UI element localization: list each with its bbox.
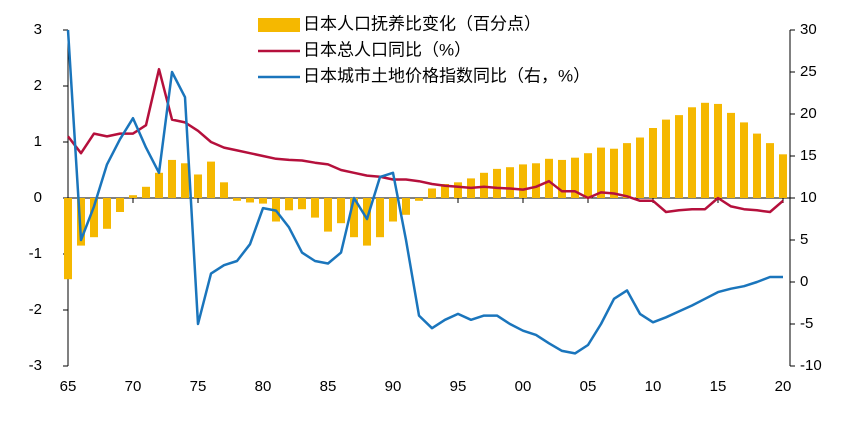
- bar: [636, 137, 644, 198]
- bar: [675, 115, 683, 198]
- x-tick-label: 90: [385, 378, 402, 395]
- bar: [142, 186, 150, 198]
- x-tick-label: 65: [60, 378, 77, 395]
- bar: [532, 163, 540, 198]
- legend-swatch: [258, 18, 300, 32]
- bar: [714, 103, 722, 198]
- bar: [701, 102, 709, 198]
- y2-tick-label: 25: [800, 63, 817, 80]
- x-tick-label: 05: [580, 378, 597, 395]
- bar: [207, 161, 215, 198]
- bar: [441, 184, 449, 198]
- bar: [311, 198, 319, 218]
- bar: [649, 128, 657, 198]
- bar: [285, 198, 293, 211]
- bar: [753, 133, 761, 198]
- x-tick-label: 95: [450, 378, 467, 395]
- bar: [129, 195, 137, 198]
- y2-tick-label: 30: [800, 21, 817, 38]
- bar: [610, 148, 618, 198]
- bar: [220, 182, 228, 198]
- bar: [324, 198, 332, 232]
- bar: [480, 172, 488, 198]
- bar: [558, 159, 566, 198]
- bar: [571, 157, 579, 198]
- bar: [454, 182, 462, 198]
- x-tick-label: 00: [515, 378, 532, 395]
- y2-tick-label: -10: [800, 357, 822, 374]
- bar: [116, 198, 124, 212]
- bar: [493, 168, 501, 198]
- y2-tick-label: 5: [800, 231, 808, 248]
- line: [66, 29, 783, 355]
- bar: [194, 174, 202, 198]
- bar: [389, 198, 397, 222]
- bar: [662, 119, 670, 198]
- bar: [766, 143, 774, 198]
- bar: [246, 198, 254, 203]
- bar: [740, 122, 748, 198]
- bar: [506, 167, 514, 198]
- bar: [727, 112, 735, 198]
- y2-tick-label: 20: [800, 105, 817, 122]
- bar: [350, 198, 358, 238]
- legend-label: 日本总人口同比（%）: [303, 40, 471, 59]
- x-tick-label: 75: [190, 378, 207, 395]
- y-tick-label: -1: [29, 245, 42, 262]
- bar: [779, 154, 787, 198]
- bar: [623, 143, 631, 198]
- legend-label: 日本城市土地价格指数同比（右，%）: [303, 66, 590, 85]
- y2-tick-label: 10: [800, 189, 817, 206]
- bar: [428, 188, 436, 198]
- bar: [103, 198, 111, 229]
- x-tick-label: 15: [710, 378, 727, 395]
- bar: [545, 158, 553, 198]
- bar: [259, 198, 267, 204]
- x-tick-label: 10: [645, 378, 662, 395]
- bar: [337, 198, 345, 224]
- x-tick-label: 85: [320, 378, 337, 395]
- bar: [155, 172, 163, 198]
- bar: [168, 159, 176, 198]
- y-tick-label: 3: [34, 21, 42, 38]
- y-tick-label: 0: [34, 189, 42, 206]
- bar: [233, 198, 241, 201]
- y2-tick-label: 15: [800, 147, 817, 164]
- bar: [298, 198, 306, 210]
- x-tick-label: 20: [775, 378, 792, 395]
- bar: [597, 147, 605, 198]
- bar: [90, 198, 98, 238]
- x-tick-label: 70: [125, 378, 142, 395]
- bar: [584, 153, 592, 198]
- y-tick-label: -2: [29, 301, 42, 318]
- bar: [402, 198, 410, 215]
- bar: [415, 198, 423, 201]
- bar: [64, 198, 72, 280]
- y-tick-label: 1: [34, 133, 42, 150]
- bar: [688, 107, 696, 198]
- y2-tick-label: 0: [800, 273, 808, 290]
- bar: [181, 163, 189, 198]
- bar: [519, 164, 527, 198]
- y-tick-label: -3: [29, 357, 42, 374]
- y2-tick-label: -5: [800, 315, 813, 332]
- x-tick-label: 80: [255, 378, 272, 395]
- bar: [363, 198, 371, 246]
- y-tick-label: 2: [34, 77, 42, 94]
- legend-label: 日本人口抚养比变化（百分点）: [303, 14, 541, 33]
- bar: [376, 198, 384, 238]
